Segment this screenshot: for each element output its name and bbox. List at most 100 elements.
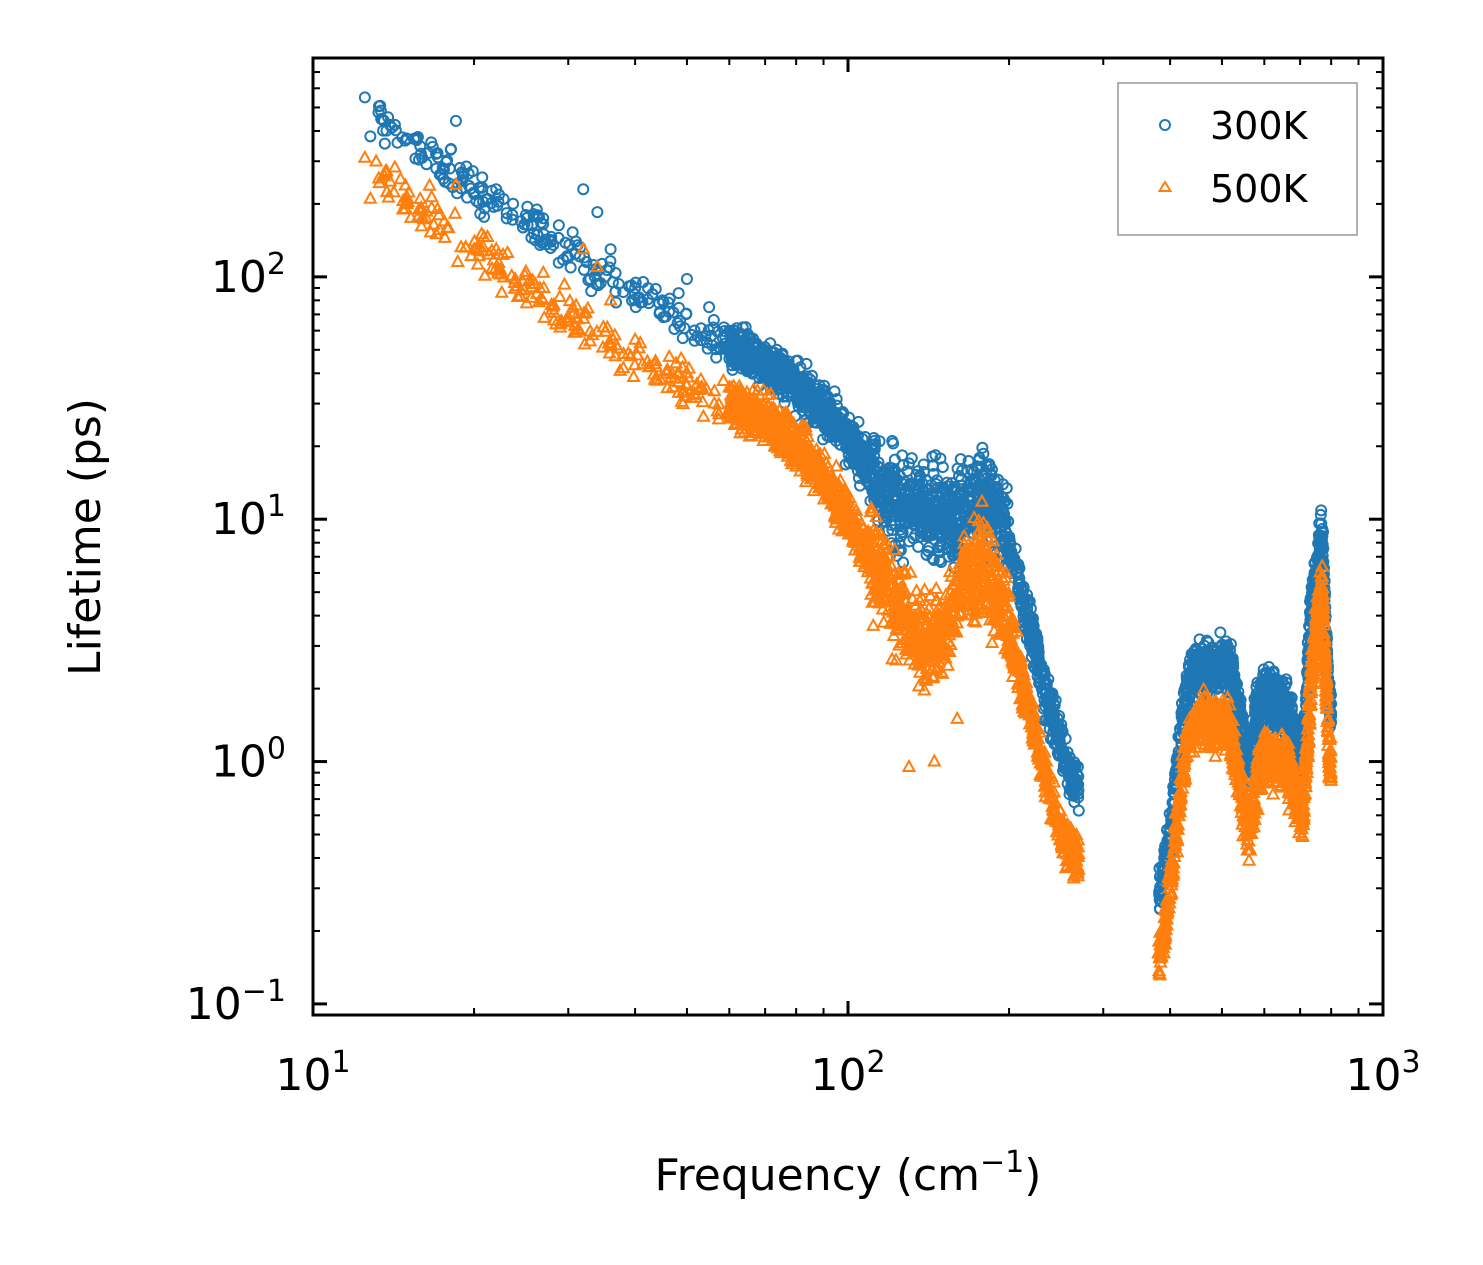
point-300k <box>673 320 686 333</box>
point-300k <box>1186 681 1199 694</box>
point-500k <box>507 280 522 294</box>
point-300k <box>833 438 846 451</box>
point-300k <box>1061 746 1074 759</box>
point-300k <box>904 480 917 493</box>
point-500k <box>608 348 623 362</box>
point-300k <box>894 544 907 557</box>
point-500k <box>600 319 615 333</box>
point-500k <box>582 333 598 347</box>
point-300k <box>1263 679 1276 692</box>
point-500k <box>527 275 543 290</box>
point-500k <box>552 288 567 302</box>
point-300k <box>923 483 936 496</box>
point-300k <box>1055 718 1068 731</box>
point-500k <box>716 372 731 386</box>
point-500k <box>387 159 403 173</box>
point-300k <box>826 409 839 422</box>
point-300k <box>1204 662 1217 675</box>
point-300k <box>606 276 619 289</box>
point-500k <box>612 362 628 376</box>
point-300k <box>832 411 845 424</box>
point-300k <box>1255 700 1268 713</box>
point-300k <box>922 545 935 558</box>
point-300k <box>882 470 895 483</box>
point-500k <box>371 170 386 184</box>
point-300k <box>796 388 809 401</box>
point-300k <box>1015 582 1028 595</box>
point-500k <box>568 297 584 311</box>
point-300k <box>1046 688 1059 701</box>
point-500k <box>519 295 534 309</box>
point-300k <box>876 478 889 491</box>
point-500k <box>398 177 413 191</box>
point-300k <box>1072 804 1085 817</box>
point-500k <box>646 366 662 380</box>
point-300k <box>1221 639 1234 652</box>
point-500k <box>414 218 429 232</box>
point-300k <box>1031 639 1044 652</box>
point-500k <box>630 347 645 361</box>
point-300k <box>604 243 617 256</box>
point-300k <box>563 238 576 251</box>
point-300k <box>710 351 723 364</box>
point-500k <box>411 201 427 215</box>
point-500k <box>548 316 564 330</box>
point-300k <box>1017 610 1030 623</box>
point-500k <box>496 269 511 283</box>
point-300k <box>941 480 954 493</box>
point-300k <box>569 235 582 248</box>
point-500k <box>627 357 642 371</box>
point-300k <box>672 287 685 300</box>
point-500k <box>515 273 531 287</box>
point-300k <box>1189 657 1202 670</box>
point-500k <box>566 305 581 319</box>
point-300k <box>577 263 590 276</box>
point-300k <box>364 130 377 143</box>
point-300k <box>917 490 930 503</box>
point-300k <box>811 383 824 396</box>
point-500k <box>379 163 394 177</box>
point-300k <box>552 219 565 232</box>
point-300k <box>490 183 503 196</box>
point-300k <box>706 339 719 352</box>
point-300k <box>1214 626 1227 639</box>
point-300k <box>544 241 557 254</box>
point-300k <box>844 431 857 444</box>
point-300k <box>822 416 835 429</box>
point-500k <box>635 356 650 370</box>
point-300k <box>965 463 978 476</box>
point-300k <box>731 349 744 362</box>
point-500k <box>426 216 441 230</box>
point-300k <box>1228 683 1241 696</box>
point-300k <box>851 464 864 477</box>
point-300k <box>914 501 927 514</box>
point-500k <box>660 361 675 375</box>
point-300k <box>680 272 693 285</box>
point-300k <box>873 435 886 448</box>
point-300k <box>1285 701 1298 714</box>
point-300k <box>1036 669 1049 682</box>
point-300k <box>759 343 772 356</box>
point-300k <box>969 472 982 485</box>
point-300k <box>667 306 680 319</box>
point-300k <box>858 443 871 456</box>
point-300k <box>1040 679 1053 692</box>
point-300k <box>1316 541 1329 554</box>
point-300k <box>1313 517 1326 530</box>
point-300k <box>497 192 510 205</box>
point-300k <box>1238 736 1251 749</box>
point-300k <box>996 478 1009 491</box>
point-500k <box>675 359 690 373</box>
point-300k <box>921 527 934 540</box>
point-300k <box>430 147 443 160</box>
point-300k <box>358 91 371 104</box>
point-300k <box>430 162 443 175</box>
point-300k <box>872 493 885 506</box>
point-300k <box>758 367 771 380</box>
point-300k <box>707 313 720 326</box>
point-300k <box>680 308 693 321</box>
point-300k <box>927 553 940 566</box>
point-300k <box>893 469 906 482</box>
point-300k <box>986 493 999 506</box>
point-300k <box>372 106 385 119</box>
